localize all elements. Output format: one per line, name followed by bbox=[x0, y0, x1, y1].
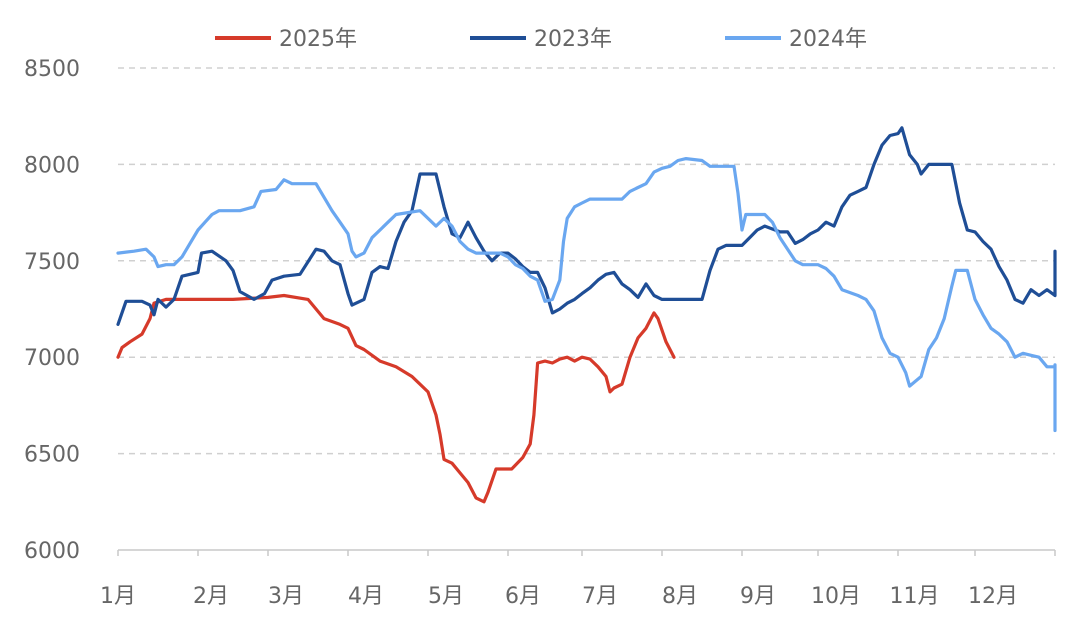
x-tick-label: 4月 bbox=[348, 584, 384, 609]
series-line-2 bbox=[116, 157, 1057, 433]
y-tick-label: 7000 bbox=[24, 346, 80, 371]
y-tick-label: 6000 bbox=[24, 539, 80, 564]
y-tick-label: 6500 bbox=[24, 443, 80, 468]
x-tick-label: 10月 bbox=[811, 584, 861, 609]
y-tick-label: 7500 bbox=[24, 250, 80, 275]
legend-label: 2024年 bbox=[789, 27, 867, 52]
x-tick-label: 6月 bbox=[505, 584, 541, 609]
x-tick-label: 9月 bbox=[740, 584, 776, 609]
x-tick-label: 5月 bbox=[428, 584, 464, 609]
legend: 2025年 2023年 2024年 bbox=[215, 27, 867, 52]
x-tick-label: 3月 bbox=[268, 584, 304, 609]
x-tick-label: 1月 bbox=[100, 584, 136, 609]
legend-label: 2025年 bbox=[279, 27, 357, 52]
legend-label: 2023年 bbox=[534, 27, 612, 52]
y-tick-label: 8000 bbox=[24, 153, 80, 178]
grid-lines bbox=[118, 67, 1055, 455]
x-tick-label: 8月 bbox=[662, 584, 698, 609]
x-tick-label: 12月 bbox=[968, 584, 1018, 609]
x-axis: 1月 2月 3月 4月 5月 6月 7月 8月 9月 10月 11月 12月 bbox=[100, 549, 1056, 609]
series-line-1 bbox=[116, 126, 1057, 326]
y-axis: 8500 8000 7500 7000 6500 6000 bbox=[24, 57, 80, 564]
series-line-0 bbox=[116, 293, 676, 504]
x-tick-label: 7月 bbox=[582, 584, 618, 609]
y-tick-label: 8500 bbox=[24, 57, 80, 82]
series-lines bbox=[116, 126, 1057, 504]
x-tick-label: 11月 bbox=[890, 584, 940, 609]
x-tick-label: 2月 bbox=[193, 584, 229, 609]
